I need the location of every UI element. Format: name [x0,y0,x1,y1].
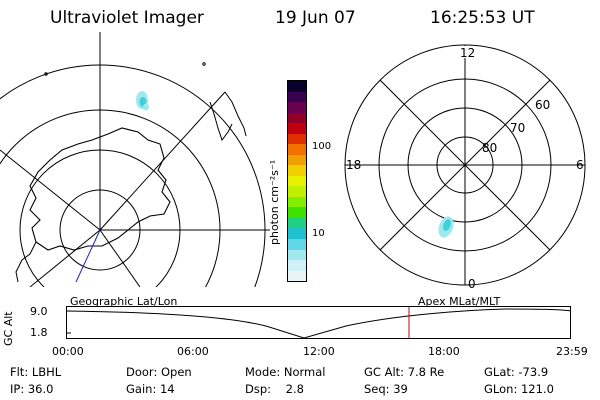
peninsula-coastline [15,241,37,283]
gcalt-info: GC Alt: 7.8 Re [364,365,445,379]
colorbar-segment [288,154,306,166]
colorbar-tick-10: 10 [312,228,325,239]
apex-coords-label: Apex MLat/MLT [418,295,501,308]
mode-info: Mode: Normal [245,365,326,379]
colorbar-segment [288,81,306,92]
colorbar-segment [288,186,306,197]
colorbar-segment [288,228,306,239]
meridian-line [29,229,101,287]
colorbar-segment [288,207,306,218]
colorbar-segment [288,196,306,208]
colorbar [287,80,307,282]
lat-circle [0,109,221,287]
polar-plot: 12 6 0 18 60 70 80 [344,44,586,291]
mlt-label-18: 18 [346,158,361,172]
colorbar-segment [288,260,306,271]
lat-label-60: 60 [535,98,550,112]
polar-diagonal [379,79,551,251]
colorbar-segment [288,249,306,261]
island [202,62,206,66]
coastline-fragment [209,101,233,142]
xtick-1200: 12:00 [303,345,335,358]
ip-info: IP: 36.0 [10,382,54,396]
colorbar-segment [288,144,306,155]
dsp-info: Dsp: 2.8 [245,382,304,396]
colorbar-segment [288,217,306,229]
time-label: 16:25:53 UT [430,8,535,28]
geo-coords-label: Geographic Lat/Lon [70,295,178,308]
mlt-label-12: 12 [460,46,475,60]
aurora-patch [136,91,149,111]
xtick-0600: 06:00 [177,345,209,358]
altitude-curve [66,308,572,339]
colorbar-segment [288,102,306,113]
seq-info: Seq: 39 [364,382,408,396]
polar-aurora-patch [438,216,454,238]
timeline-ylabel: GC Alt [2,311,15,346]
mlt-label-6: 6 [576,158,584,172]
coastline-fragment [224,91,247,137]
xtick-2359: 23:59 [556,345,588,358]
colorbar-segment [288,165,306,176]
colorbar-segment [288,123,306,134]
glon-info: GLon: 121.0 [484,382,554,396]
antarctica-coastline [29,127,171,251]
door-info: Door: Open [126,365,192,379]
xtick-1800: 18:00 [428,345,460,358]
colorbar-segment [288,270,306,282]
ytick-min: 1.8 [30,326,48,339]
colorbar-segment [288,175,306,187]
colorbar-segment [288,238,306,250]
altitude-timeline [66,306,572,339]
colorbar-label: photon cm⁻²s⁻¹ [268,159,281,245]
colorbar-segment [288,91,306,103]
geographic-map [0,32,270,287]
ytick-max: 9.0 [30,305,48,318]
glat-info: GLat: -73.9 [484,365,549,379]
colorbar-tick-100: 100 [312,141,332,152]
island [44,72,48,76]
colorbar-segment [288,112,306,124]
mlt-label-0: 0 [468,277,476,291]
lat-label-80: 80 [482,141,497,155]
app-title: Ultraviolet Imager [50,8,204,28]
colorbar-segment [288,133,306,145]
gain-info: Gain: 14 [126,382,175,396]
meridian-line [99,229,141,287]
meridian-line [0,149,101,231]
xtick-0000: 00:00 [52,345,84,358]
date-label: 19 Jun 07 [275,8,356,28]
lat-label-70: 70 [510,121,525,135]
sun-direction-line [75,229,101,283]
flt-info: Flt: LBHL [10,365,62,379]
